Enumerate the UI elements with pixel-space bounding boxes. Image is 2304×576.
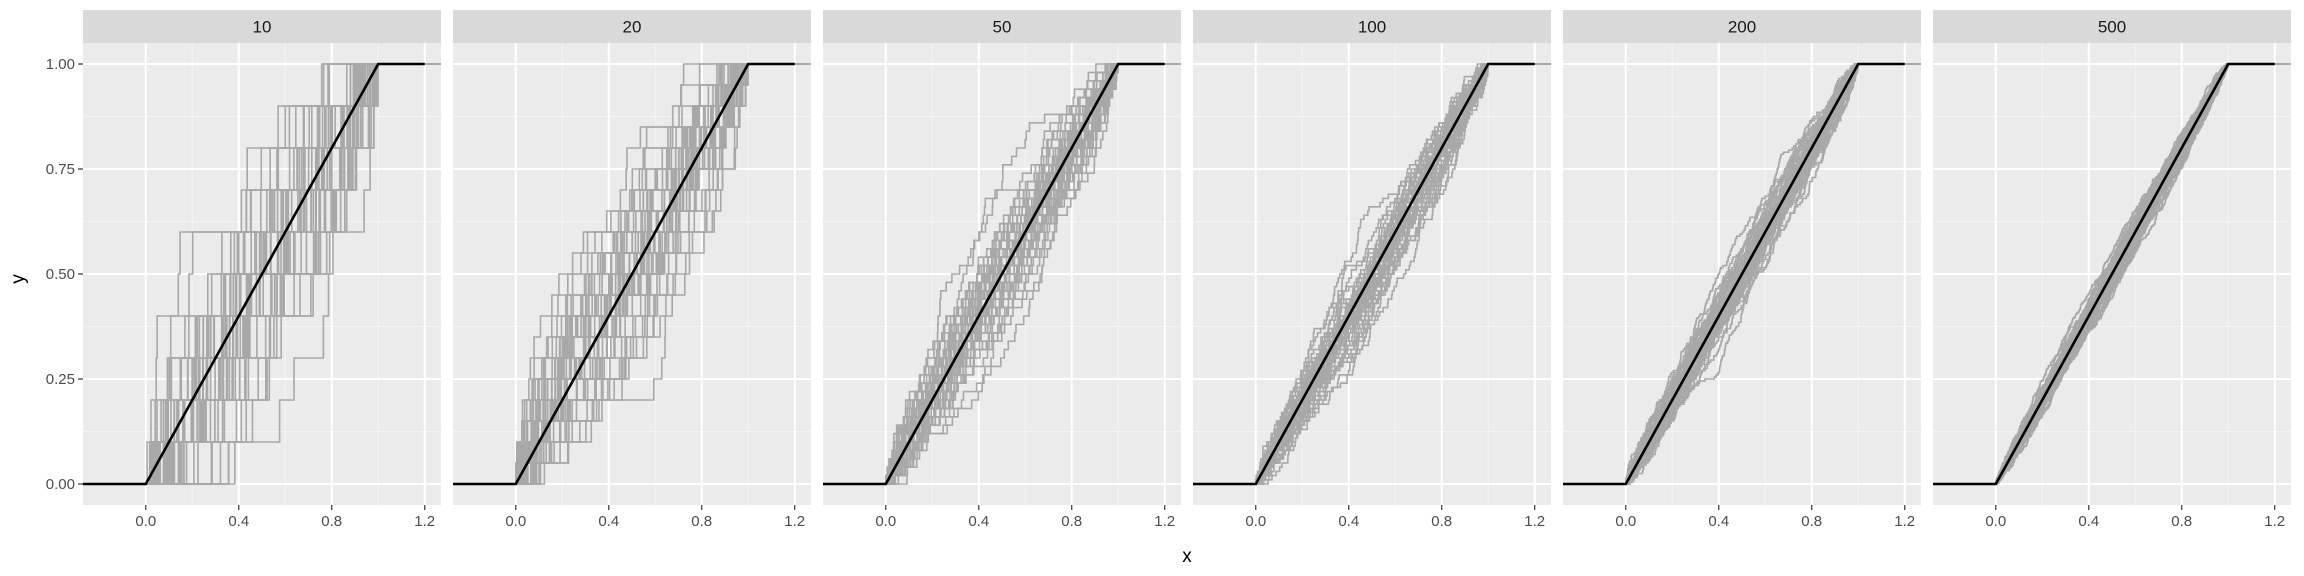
facet-strip-label: 500 (2098, 18, 2126, 37)
y-tick-label: 0.00 (46, 476, 75, 493)
x-tick-label: 0.8 (1801, 513, 1822, 530)
ecdf-curve (823, 63, 1181, 485)
x-tick-label: 1.2 (414, 513, 435, 530)
ecdf-curve (1193, 63, 1551, 485)
x-tick-label: 1.2 (784, 513, 805, 530)
y-tick-label: 0.75 (46, 161, 75, 178)
x-tick-label: 0.0 (875, 513, 896, 530)
ecdf-curve (1563, 63, 1921, 485)
ecdf-samples (453, 63, 811, 485)
uniform-cdf-line (453, 62, 795, 486)
y-axis-title: y (8, 274, 29, 284)
ecdf-curve (453, 63, 811, 485)
facet-panel: 200 0.0 0.4 0.8 1.2 (1563, 10, 1921, 530)
x-tick-label: 0.4 (1338, 513, 1359, 530)
facet-strip (453, 10, 811, 43)
ecdf-curve (1193, 63, 1551, 485)
x-tick-label: 1.2 (1894, 513, 1915, 530)
facet-panel: 100 0.0 0.4 0.8 1.2 (1193, 10, 1551, 530)
facet-panel: 10 0.0 0.4 0.8 1.2 (83, 10, 441, 530)
x-tick-label: 0.4 (598, 513, 619, 530)
y-tick-label: 1.00 (46, 56, 75, 73)
x-tick-label: 0.0 (1615, 513, 1636, 530)
ecdf-curve (83, 63, 441, 485)
facet-panel: 50 0.0 0.4 0.8 1.2 (823, 10, 1181, 530)
x-tick-label: 0.4 (2078, 513, 2099, 530)
facet-strip-label: 10 (253, 18, 272, 37)
ecdf-curve (83, 63, 441, 485)
ecdf-curve (1563, 63, 1921, 485)
ecdf-curve (83, 63, 441, 485)
uniform-cdf-line (83, 62, 425, 486)
x-tick-label: 1.2 (1154, 513, 1175, 530)
ecdf-curve (83, 63, 441, 485)
facet-strip (1933, 10, 2291, 43)
x-tick-label: 0.8 (321, 513, 342, 530)
x-tick-label: 0.4 (1708, 513, 1729, 530)
x-axis-title: x (1182, 546, 1192, 567)
facet-strip-label: 200 (1728, 18, 1756, 37)
x-tick-label: 0.8 (691, 513, 712, 530)
uniform-cdf-line (1563, 62, 1905, 486)
facet-strip (823, 10, 1181, 43)
facet-panel: 500 0.0 0.4 0.8 1.2 (1933, 10, 2291, 530)
ecdf-curve (823, 63, 1181, 485)
ecdf-curve (1933, 63, 2291, 485)
ecdf-curve (453, 63, 811, 485)
ecdf-curve (1563, 63, 1921, 485)
ecdf-curve (453, 63, 811, 485)
ecdf-curve (823, 63, 1181, 485)
x-tick-label: 0.8 (1431, 513, 1452, 530)
x-tick-label: 0.0 (135, 513, 156, 530)
x-tick-label: 0.0 (1245, 513, 1266, 530)
x-tick-label: 0.8 (2171, 513, 2192, 530)
uniform-cdf-line (823, 62, 1165, 486)
ecdf-samples (823, 63, 1181, 485)
x-tick-label: 0.8 (1061, 513, 1082, 530)
x-tick-label: 1.2 (1524, 513, 1545, 530)
ecdf-curve (1563, 63, 1921, 485)
facet-strip-label: 100 (1358, 18, 1386, 37)
x-tick-label: 1.2 (2264, 513, 2285, 530)
facet-strip-label: 20 (623, 18, 642, 37)
facet-strip (83, 10, 441, 43)
x-tick-label: 0.4 (968, 513, 989, 530)
facet-panel: 20 0.0 0.4 0.8 1.2 (453, 10, 811, 530)
y-tick-label: 0.25 (46, 371, 75, 388)
uniform-cdf-line (1193, 62, 1535, 486)
y-tick-label: 0.50 (46, 266, 75, 283)
x-tick-label: 0.4 (228, 513, 249, 530)
facet-strip (1563, 10, 1921, 43)
x-tick-label: 0.0 (505, 513, 526, 530)
uniform-cdf-line (1933, 62, 2275, 486)
facet-strip (1193, 10, 1551, 43)
y-axis: 0.00 0.25 0.50 0.75 1.00 (46, 56, 83, 493)
ecdf-samples (83, 63, 441, 485)
ecdf-curve (453, 63, 811, 485)
facet-strip-label: 50 (993, 18, 1012, 37)
x-tick-label: 0.0 (1985, 513, 2006, 530)
